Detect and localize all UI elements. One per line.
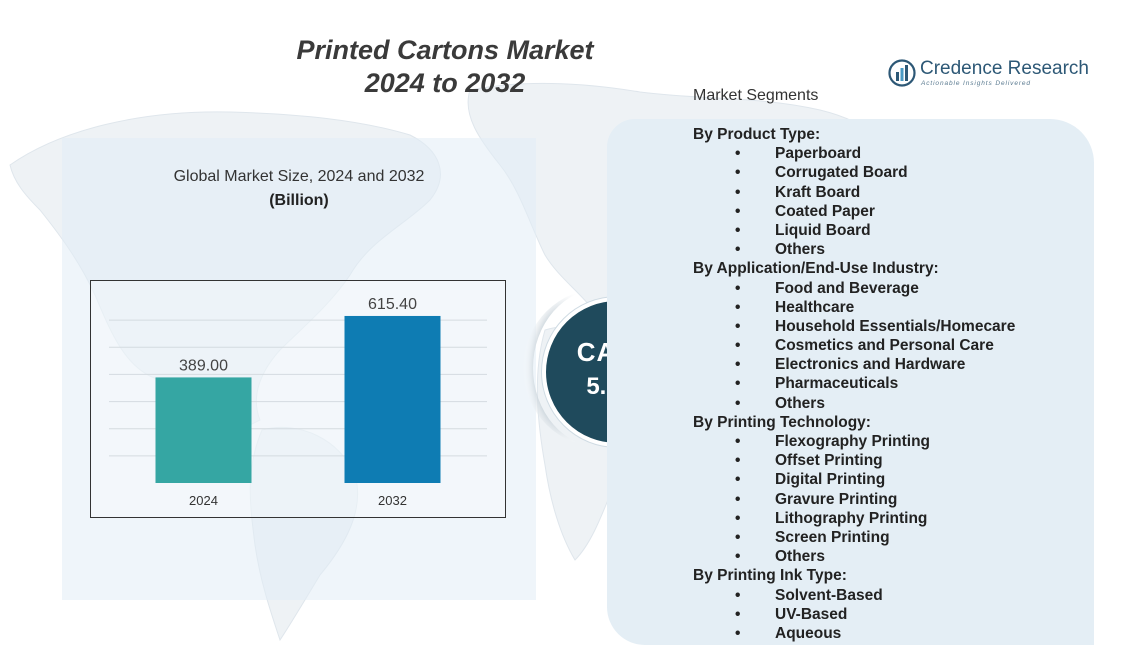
segment-item: • Food and Beverage <box>693 279 1113 298</box>
bar-2024 <box>155 377 252 483</box>
bullet-icon: • <box>735 548 741 566</box>
segment-item-label: Coated Paper <box>775 202 875 220</box>
bullet-icon: • <box>735 241 741 259</box>
bullet-icon: • <box>735 337 741 355</box>
bullet-icon: • <box>735 145 741 163</box>
segment-item-label: Corrugated Board <box>775 164 908 182</box>
segment-item: • Flexography Printing <box>693 432 1113 451</box>
segment-item: • Cosmetics and Personal Care <box>693 336 1113 355</box>
bullet-icon: • <box>735 356 741 374</box>
segment-item-label: Screen Printing <box>775 528 890 546</box>
segment-item: • Kraft Board <box>693 183 1113 202</box>
segment-item-label: Liquid Board <box>775 221 871 239</box>
segment-item: • Liquid Board <box>693 221 1113 240</box>
bar-chart: 389.00 2024 615.40 2032 <box>90 280 506 518</box>
segments-list: By Product Type: • Paperboard • Corrugated B… <box>693 125 1113 643</box>
bullet-icon: • <box>735 298 741 316</box>
x-tick-label-2024: 2024 <box>189 493 218 508</box>
segment-item-label: Kraft Board <box>775 183 861 201</box>
bullet-icon: • <box>735 605 741 623</box>
bar-chart-svg: 389.00 2024 615.40 2032 <box>109 296 487 508</box>
segment-item: • Pharmaceuticals <box>693 374 1113 393</box>
segment-item: • Household Essentials/Homecare <box>693 317 1113 336</box>
segment-item: • Others <box>693 240 1113 259</box>
logo-name: Credence Research <box>920 58 1089 80</box>
title-line-2: 2024 to 2032 <box>364 68 526 98</box>
bullet-icon: • <box>735 221 741 239</box>
segment-item-label: Others <box>775 394 825 412</box>
bullet-icon: • <box>735 586 741 604</box>
x-tick-label-2032: 2032 <box>378 493 407 508</box>
segment-item-label: Others <box>775 241 825 259</box>
segment-category: By Product Type: <box>693 126 821 143</box>
credence-research-logo: Credence Research Actionable Insights De… <box>888 58 1089 94</box>
logo-mark-icon <box>888 59 916 87</box>
segment-item-label: Food and Beverage <box>775 279 919 297</box>
bullet-icon: • <box>735 317 741 335</box>
segments-heading: Market Segments <box>693 87 819 104</box>
bullet-icon: • <box>735 375 741 393</box>
chart-title-heading: Printed Cartons Market 2024 to 2032 <box>250 34 640 100</box>
segment-item-label: Aqueous <box>775 624 842 642</box>
bullet-icon: • <box>735 624 741 642</box>
chart-unit-label: (Billion) <box>269 192 329 209</box>
bullet-icon: • <box>735 433 741 450</box>
logo-tagline: Actionable Insights Delivered <box>921 80 1031 87</box>
segment-item-label: Offset Printing <box>775 452 883 470</box>
segment-item: • Aqueous <box>693 624 1113 643</box>
bullet-icon: • <box>735 490 741 508</box>
logo-name-accent: Research <box>1002 58 1089 79</box>
chart-panel <box>62 138 536 600</box>
segment-item: • Offset Printing <box>693 451 1113 470</box>
segment-item-label: Healthcare <box>775 298 855 316</box>
segment-item: • Others <box>693 547 1113 566</box>
segment-item: • Solvent-Based <box>693 586 1113 605</box>
bullet-icon: • <box>735 164 741 182</box>
bullet-icon: • <box>735 202 741 220</box>
bullet-icon: • <box>735 471 741 489</box>
segment-item: • Coated Paper <box>693 202 1113 221</box>
segment-item-label: Digital Printing <box>775 471 886 489</box>
segment-item-label: Household Essentials/Homecare <box>775 317 1016 335</box>
segments-panel <box>607 119 1094 645</box>
segment-category: By Printing Technology: <box>693 413 871 431</box>
bullet-icon: • <box>735 279 741 297</box>
segment-item: • Electronics and Hardware <box>693 355 1113 374</box>
data-label-2024: 389.00 <box>179 357 228 374</box>
bullet-icon: • <box>735 394 741 412</box>
segment-item-label: Gravure Printing <box>775 490 898 508</box>
segment-item: • Screen Printing <box>693 528 1113 547</box>
segment-item: • Digital Printing <box>693 470 1113 489</box>
segment-item-label: Others <box>775 548 825 566</box>
chart-title: Global Market Size, 2024 and 2032 <box>173 168 425 185</box>
segment-item-label: Flexography Printing <box>775 433 931 450</box>
segment-item: • Lithography Printing <box>693 509 1113 528</box>
segment-item: • Paperboard <box>693 144 1113 163</box>
bullet-icon: • <box>735 183 741 201</box>
bullet-icon: • <box>735 452 741 470</box>
title-line-1: Printed Cartons Market <box>296 35 594 65</box>
segment-item-label: Paperboard <box>775 145 862 163</box>
segment-item-label: Pharmaceuticals <box>775 375 899 393</box>
segment-category: By Printing Ink Type: <box>693 567 847 585</box>
bullet-icon: • <box>735 528 741 546</box>
segment-category: By Application/End-Use Industry: <box>693 260 939 278</box>
segment-item: • UV-Based <box>693 605 1113 624</box>
segment-item-label: Solvent-Based <box>775 586 883 604</box>
data-label-2032: 615.40 <box>368 296 417 313</box>
segment-item: • Others <box>693 394 1113 413</box>
bullet-icon: • <box>735 509 741 527</box>
segment-item-label: Lithography Printing <box>775 509 928 527</box>
segment-item-label: Electronics and Hardware <box>775 356 966 374</box>
segment-item-label: UV-Based <box>775 605 848 623</box>
segment-item-label: Cosmetics and Personal Care <box>775 337 994 355</box>
segment-item: • Healthcare <box>693 298 1113 317</box>
logo-name-main: Credence <box>920 58 1003 79</box>
bar-2032 <box>344 315 441 483</box>
segment-item: • Corrugated Board <box>693 163 1113 182</box>
segment-item: • Gravure Printing <box>693 490 1113 509</box>
